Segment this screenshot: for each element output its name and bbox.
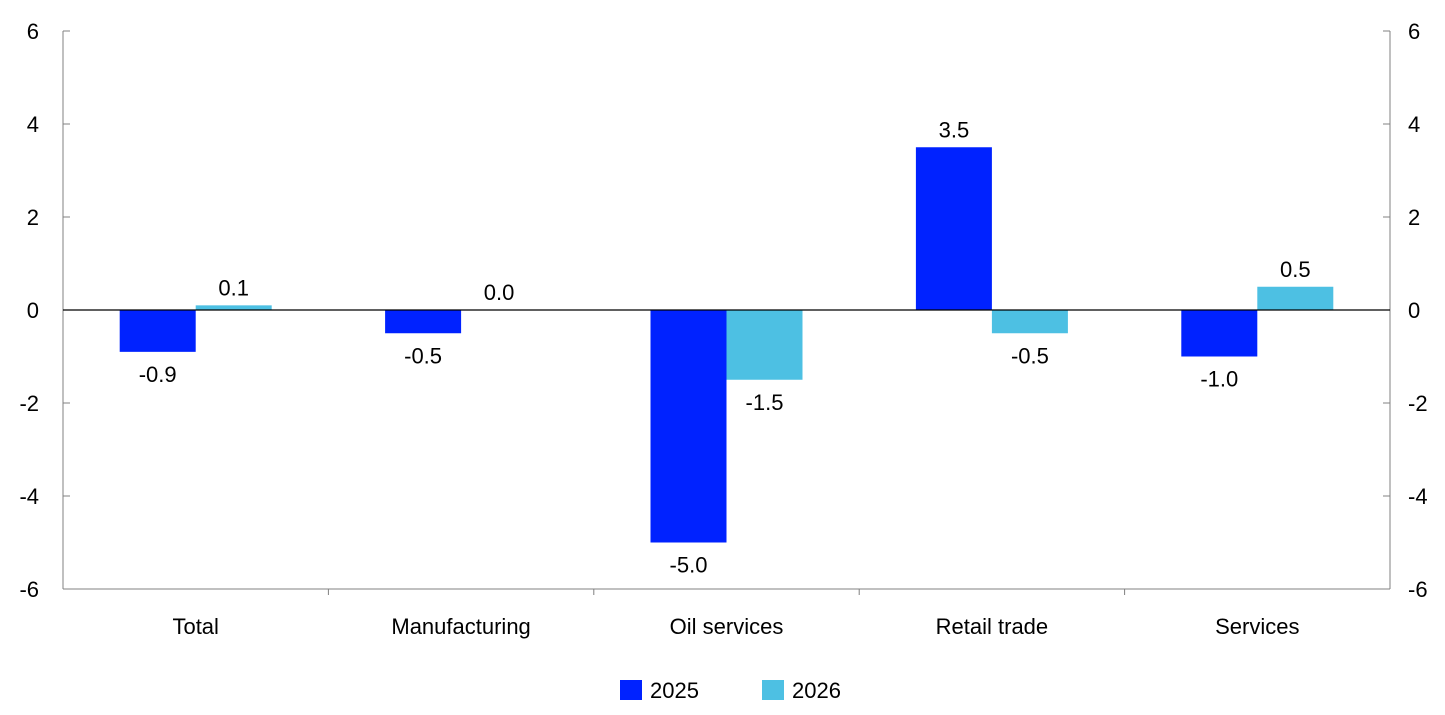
data-label: 0.1	[218, 275, 249, 300]
left-y-tick-label: -2	[19, 391, 39, 416]
category-label: Retail trade	[936, 614, 1049, 639]
bar-2026-total	[195, 305, 272, 310]
bar-2025-retail-trade	[915, 147, 992, 310]
data-label: -5.0	[670, 553, 708, 578]
left-y-tick-label: 4	[27, 112, 39, 137]
right-y-tick-label: -2	[1408, 391, 1428, 416]
legend-label: 2025	[650, 678, 699, 703]
left-y-tick-label: 6	[27, 19, 39, 44]
bar-2025-total	[119, 310, 196, 352]
category-label: Manufacturing	[391, 614, 530, 639]
data-label: -0.5	[1011, 343, 1049, 368]
data-label: -1.5	[746, 390, 784, 415]
data-labels: -0.9 0.1 -0.5 0.0 -5.0 -1.5 3.5 -0.5 -1.0 0.5	[139, 117, 1311, 577]
bar-2025-manufacturing	[385, 310, 462, 334]
data-label: -1.0	[1200, 367, 1238, 392]
left-axis: -6 -4 -2 0 2 4 6	[19, 19, 70, 602]
data-label: 0.0	[484, 280, 515, 305]
legend-swatch-2026	[762, 680, 784, 700]
category-label: Services	[1215, 614, 1299, 639]
category-label: Total	[172, 614, 218, 639]
left-y-tick-label: -4	[19, 484, 39, 509]
bar-2025-services	[1181, 310, 1258, 357]
data-label: -0.9	[139, 362, 177, 387]
right-y-tick-label: 2	[1408, 205, 1420, 230]
right-y-tick-label: 0	[1408, 298, 1420, 323]
bars-group	[119, 147, 1334, 543]
left-y-tick-label: 0	[27, 298, 39, 323]
right-y-tick-label: 6	[1408, 19, 1420, 44]
category-label: Oil services	[670, 614, 784, 639]
right-y-tick-label: -4	[1408, 484, 1428, 509]
legend-label: 2026	[792, 678, 841, 703]
bar-2026-oil-services	[726, 310, 803, 380]
bar-2026-retail-trade	[991, 310, 1068, 334]
category-labels: Total Manufacturing Oil services Retail tra…	[172, 614, 1299, 639]
left-y-tick-label: 2	[27, 205, 39, 230]
left-y-tick-label: -6	[19, 577, 39, 602]
bar-2025-oil-services	[650, 310, 727, 543]
data-label: 0.5	[1280, 257, 1311, 282]
bar-2026-services	[1257, 286, 1334, 310]
right-y-tick-label: -6	[1408, 577, 1428, 602]
legend: 2025 2026	[620, 678, 841, 703]
right-y-tick-label: 4	[1408, 112, 1420, 137]
data-label: 3.5	[939, 117, 970, 142]
data-label: -0.5	[404, 343, 442, 368]
legend-swatch-2025	[620, 680, 642, 700]
